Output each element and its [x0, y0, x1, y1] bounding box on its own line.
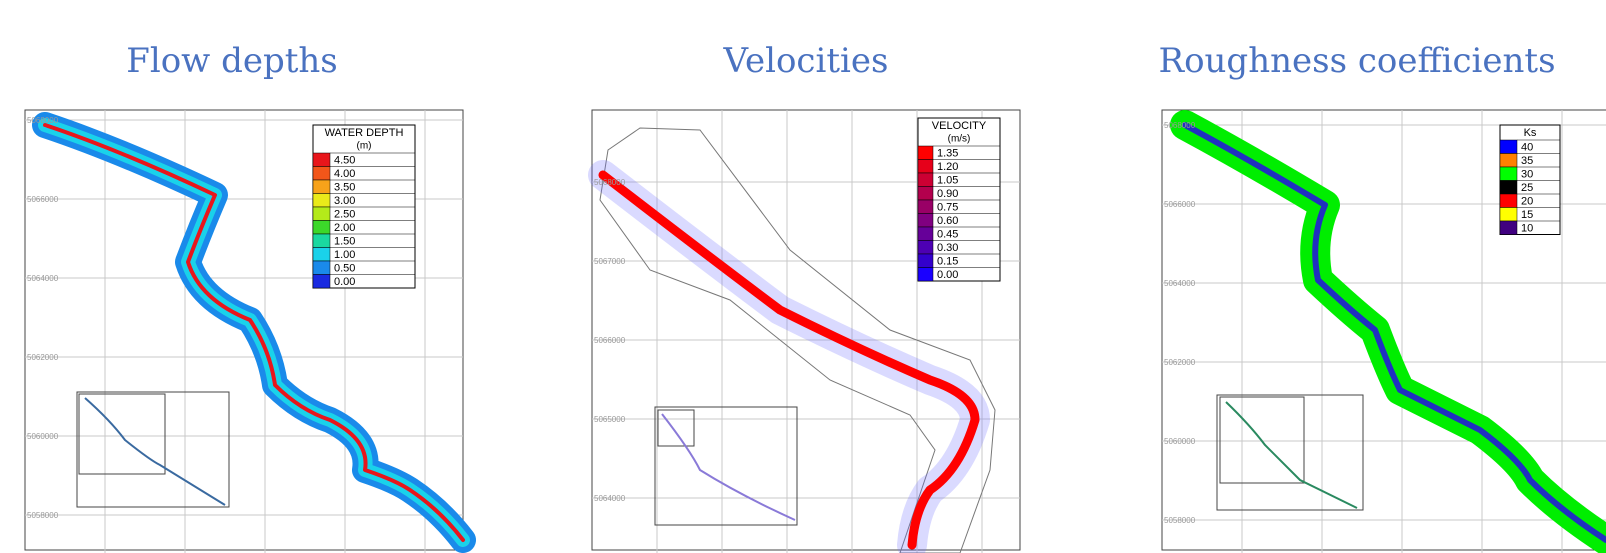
legend-unit: (m) — [357, 141, 372, 152]
legend-swatch — [312, 247, 331, 262]
inset-river — [84, 397, 226, 506]
legend-swatch — [917, 159, 934, 174]
river-roughness — [1170, 110, 1606, 553]
legend-label: 1.35 — [937, 148, 958, 160]
axis-label: 5065000 — [594, 415, 626, 424]
legend-swatch — [1499, 193, 1518, 208]
legend-label: 4.00 — [334, 168, 355, 180]
legend-label: 0.45 — [937, 229, 958, 241]
legend-swatch — [312, 220, 331, 235]
inset-frame — [76, 391, 230, 508]
legend-label: 0.75 — [937, 202, 958, 214]
legend-swatch — [1499, 180, 1518, 195]
axis-label: 5062000 — [27, 353, 59, 362]
legend-swatch — [917, 226, 934, 241]
legend-swatch — [1499, 207, 1518, 222]
legend-label: 2.50 — [334, 209, 355, 221]
legend-label: 1.50 — [334, 236, 355, 248]
legend-swatch — [917, 172, 934, 187]
axis-label: 5062000 — [1164, 358, 1196, 367]
legend-title: VELOCITY — [932, 120, 987, 132]
legend-swatch — [1499, 220, 1518, 235]
legend-unit: (m/s) — [948, 134, 971, 145]
inset-frame — [1216, 394, 1364, 511]
legend-label: 20 — [1521, 196, 1533, 208]
legend-swatch — [312, 152, 331, 167]
inset-frame — [1219, 396, 1305, 484]
legend-swatch — [312, 233, 331, 248]
legend-label: 2.00 — [334, 222, 355, 234]
axis-label: 5064000 — [594, 494, 626, 503]
axis-label: 5066000 — [1164, 200, 1196, 209]
legend-label: 1.05 — [937, 175, 958, 187]
legend-swatch — [312, 260, 331, 275]
axis-label: 5064000 — [27, 274, 59, 283]
inset-river — [1225, 401, 1358, 509]
axis-label: 5068000 — [594, 178, 626, 187]
legend-swatch — [917, 240, 934, 255]
legend-label: 0.15 — [937, 256, 958, 268]
legend-title: Ks — [1524, 127, 1537, 139]
river-velocity — [588, 160, 990, 553]
legend-swatch — [312, 166, 331, 181]
axis-label: 5068000 — [1164, 121, 1196, 130]
domain-outline — [599, 127, 996, 553]
legend-swatch — [1499, 139, 1518, 154]
legend-label: 1.20 — [937, 161, 958, 173]
legend-label: 3.00 — [334, 195, 355, 207]
legend-label: 0.50 — [334, 263, 355, 275]
inset-frame — [654, 406, 798, 526]
axis-label: 5058000 — [27, 511, 59, 520]
legend-swatch — [917, 145, 934, 160]
axis-label: 5060000 — [27, 432, 59, 441]
axis-label: 5066000 — [27, 195, 59, 204]
legend-label: 1.00 — [334, 249, 355, 261]
legend-label: 3.50 — [334, 182, 355, 194]
legend-label: 30 — [1521, 169, 1533, 181]
inset-frame — [657, 409, 695, 447]
legend-label: 0.30 — [937, 242, 958, 254]
legend-label: 35 — [1521, 155, 1533, 167]
legend-swatch — [917, 213, 934, 228]
legend-swatch — [917, 186, 934, 201]
legend-swatch — [1499, 153, 1518, 168]
legend-label: 40 — [1521, 142, 1533, 154]
legend-label: 0.00 — [937, 269, 958, 281]
axis-label: 5068000 — [27, 116, 59, 125]
legend-swatch — [917, 267, 934, 282]
legend-label: 0.60 — [937, 215, 958, 227]
legend-label: 0.90 — [937, 188, 958, 200]
axis-label: 5060000 — [1164, 437, 1196, 446]
axis-label: 5064000 — [1164, 279, 1196, 288]
legend-swatch — [312, 206, 331, 221]
inset-frame — [78, 393, 166, 475]
river-depth — [32, 112, 476, 553]
legend-swatch — [312, 179, 331, 194]
legend-label: 15 — [1521, 209, 1533, 221]
legend-title: WATER DEPTH — [325, 127, 404, 139]
panel-title: Flow depths — [126, 41, 338, 81]
inset-river — [661, 413, 796, 521]
axis-label: 5067000 — [594, 257, 626, 266]
legend-swatch — [1499, 166, 1518, 181]
legend-label: 4.50 — [334, 155, 355, 167]
panel-title: Velocities — [723, 41, 889, 81]
legend-swatch — [312, 193, 331, 208]
legend-label: 25 — [1521, 182, 1533, 194]
axis-label: 5058000 — [1164, 516, 1196, 525]
legend-swatch — [312, 274, 331, 289]
legend-label: 0.00 — [334, 276, 355, 288]
legend-swatch — [917, 253, 934, 268]
axis-label: 5066000 — [594, 336, 626, 345]
legend-label: 10 — [1521, 223, 1533, 235]
panel-title: Roughness coefficients — [1158, 41, 1555, 81]
legend-swatch — [917, 199, 934, 214]
